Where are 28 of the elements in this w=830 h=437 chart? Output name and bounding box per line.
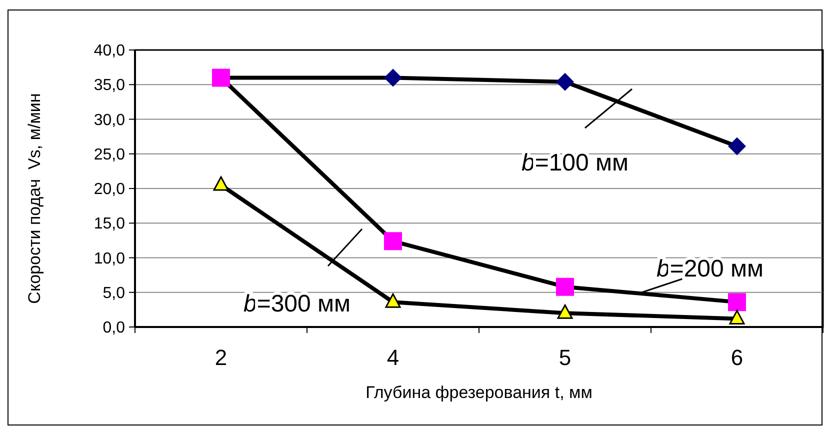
y-tick-label: 5,0 (102, 284, 126, 302)
y-tick-label: 15,0 (94, 216, 126, 233)
x-axis-title: Глубина фрезерования t, мм (366, 383, 592, 402)
point (556, 72, 574, 91)
point (384, 232, 402, 250)
annotation: b=100 мм (521, 149, 629, 176)
y-tick-label: 0,0 (102, 320, 126, 337)
y-tick-label: 25,0 (94, 146, 126, 164)
point (728, 293, 746, 312)
y-tick-label: 10,0 (94, 250, 126, 268)
y-axis-title: Скорости подач Vs, м/мин (25, 93, 44, 304)
y-tick-label: 20,0 (94, 181, 126, 198)
annotation: b=200 мм (656, 255, 764, 282)
annotation: b=300 мм (243, 290, 351, 318)
point (728, 137, 746, 156)
point (385, 293, 401, 308)
x-tick-label: 2 (214, 345, 228, 370)
point (384, 68, 402, 87)
point (557, 304, 573, 319)
point (556, 278, 574, 296)
point (213, 176, 229, 191)
x-tick-label: 5 (558, 345, 572, 370)
x-tick-label: 4 (386, 345, 400, 370)
y-tick-label: 35,0 (94, 77, 126, 94)
y-tick-label: 30,0 (94, 112, 126, 129)
x-tick-label: 6 (730, 345, 744, 370)
point (729, 310, 745, 324)
y-tick-label: 40,0 (94, 42, 126, 60)
